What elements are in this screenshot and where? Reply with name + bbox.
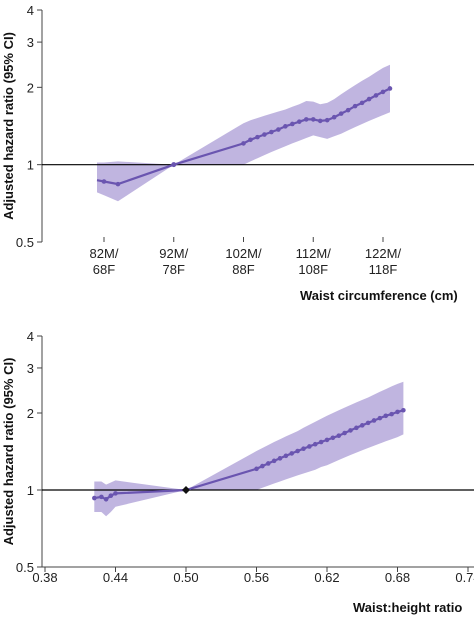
x-tick-label: 0.44 xyxy=(103,570,128,585)
data-point xyxy=(271,458,277,464)
data-point xyxy=(348,428,353,433)
data-point xyxy=(277,456,283,461)
reference-marker xyxy=(182,486,190,494)
data-point xyxy=(241,141,246,146)
y-tick-label: 4 xyxy=(27,329,34,344)
x-tick-label: 0.74 xyxy=(455,570,474,585)
data-point xyxy=(101,179,107,184)
data-point xyxy=(301,446,306,452)
data-point xyxy=(336,433,342,439)
data-point xyxy=(260,463,265,469)
data-point xyxy=(290,121,295,127)
data-point xyxy=(318,439,324,445)
data-point xyxy=(345,107,351,113)
x-tick-label: 102M/ xyxy=(225,246,262,261)
y-tick-label: 3 xyxy=(27,361,34,376)
data-point xyxy=(265,461,271,466)
y-axis-label: Adjusted hazard ratio (95% CI) xyxy=(1,358,16,546)
confidence-band xyxy=(94,381,404,517)
data-point xyxy=(255,134,260,140)
data-point xyxy=(371,418,377,423)
data-point xyxy=(115,181,121,187)
data-point xyxy=(380,89,386,95)
x-axis-label: Waist:height ratio xyxy=(353,600,462,615)
data-point xyxy=(99,494,104,500)
data-point xyxy=(317,118,323,124)
data-point xyxy=(276,127,281,132)
data-point xyxy=(289,451,295,456)
y-tick-label: 2 xyxy=(27,406,34,421)
x-tick-label: 108F xyxy=(298,262,328,277)
data-point xyxy=(108,493,114,498)
y-tick-label: 1 xyxy=(27,483,34,498)
x-tick-label: 78F xyxy=(163,262,185,277)
reference-point xyxy=(171,162,177,168)
data-point xyxy=(297,119,302,124)
data-point xyxy=(331,114,337,120)
y-axis-label: Adjusted hazard ratio (95% CI) xyxy=(1,32,16,220)
x-tick-label: 0.50 xyxy=(173,570,198,585)
x-tick-label: 0.38 xyxy=(32,570,57,585)
x-tick-label: 0.56 xyxy=(244,570,269,585)
y-tick-label: 4 xyxy=(27,3,34,18)
data-point xyxy=(295,448,300,454)
data-point xyxy=(365,420,371,426)
x-tick-label: 0.62 xyxy=(314,570,339,585)
x-tick-label: 118F xyxy=(369,262,398,277)
data-point xyxy=(387,86,393,91)
x-tick-label: 92M/ xyxy=(159,246,188,261)
data-point xyxy=(310,117,316,122)
data-point xyxy=(366,96,372,102)
data-point xyxy=(103,496,109,502)
data-point xyxy=(338,111,344,116)
data-point xyxy=(283,453,289,459)
data-point xyxy=(113,491,118,496)
data-point xyxy=(92,495,97,501)
data-point xyxy=(377,415,383,421)
data-point xyxy=(303,117,309,122)
data-point xyxy=(312,441,318,447)
data-point xyxy=(354,425,359,431)
data-point xyxy=(373,93,379,98)
x-tick-label: 112M/ xyxy=(296,246,332,261)
data-point xyxy=(395,409,400,415)
data-point xyxy=(389,411,394,417)
data-point xyxy=(359,423,365,428)
x-tick-label: 68F xyxy=(93,262,115,277)
x-tick-label: 88F xyxy=(232,262,254,277)
data-point xyxy=(401,407,406,413)
data-point xyxy=(383,413,389,419)
data-point xyxy=(248,137,253,143)
data-point xyxy=(359,100,365,106)
data-point xyxy=(283,124,288,129)
y-tick-label: 0.5 xyxy=(16,560,34,575)
x-tick-label: 122M/ xyxy=(365,246,402,261)
y-tick-label: 1 xyxy=(27,158,34,173)
waist-circumference-panel: 0.5 1 2 3 4 82M/68F 92M/78F 102M/88F 112M/108F 12… xyxy=(1,3,474,303)
x-tick-label: 0.68 xyxy=(385,570,410,585)
data-point xyxy=(324,437,330,443)
data-point xyxy=(269,129,274,135)
data-point xyxy=(254,466,259,472)
y-tick-label: 0.5 xyxy=(16,235,34,250)
data-point xyxy=(262,132,267,137)
waist-height-ratio-panel: 0.5 1 2 3 4 0.38 0.44 0.50 0.56 0.62 0.68 0.74 Adjus… xyxy=(1,329,474,615)
data-point xyxy=(324,117,330,123)
confidence-band xyxy=(97,64,390,202)
x-axis-label: Waist circumference (cm) xyxy=(300,288,458,303)
y-tick-label: 2 xyxy=(27,80,34,95)
data-point xyxy=(307,444,312,449)
x-tick-label: 82M/ xyxy=(90,246,119,261)
data-point xyxy=(342,430,347,436)
data-point xyxy=(330,435,336,441)
data-point xyxy=(352,103,358,109)
y-tick-label: 3 xyxy=(27,35,34,50)
